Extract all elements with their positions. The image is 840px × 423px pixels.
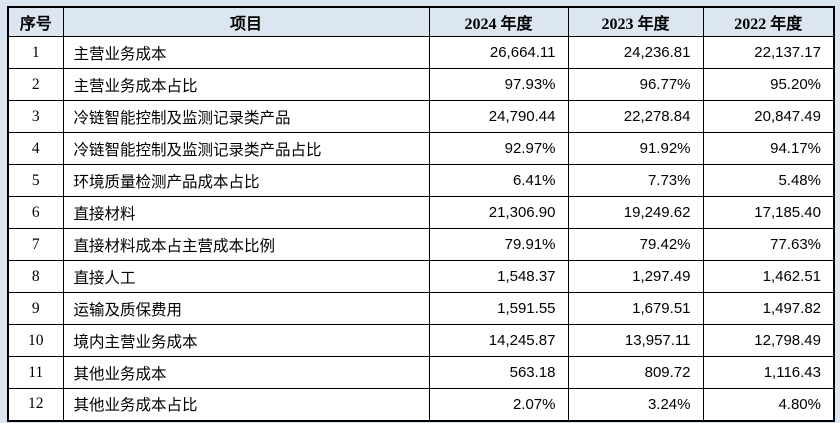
cell-value-2022: 4.80% [702, 388, 835, 421]
table-row: 10 境内主营业务成本 14,245.87 13,957.11 12,798.4… [7, 324, 835, 357]
cell-value-2022: 22,137.17 [702, 36, 835, 69]
cell-value-2023: 7.73% [567, 164, 704, 197]
cost-breakdown-table: 序号 项目 2024 年度 2023 年度 2022 年度 1 主营业务成本 2… [7, 6, 835, 422]
header-cell-item: 项目 [62, 6, 430, 37]
cell-row-number: 3 [7, 100, 64, 133]
cell-value-2023: 13,957.11 [567, 324, 704, 357]
cell-item-name: 主营业务成本占比 [62, 68, 430, 101]
cell-value-2024: 6.41% [428, 164, 569, 197]
table-row: 1 主营业务成本 26,664.11 24,236.81 22,137.17 [7, 36, 835, 69]
cell-value-2024: 1,591.55 [428, 292, 569, 325]
table-row: 2 主营业务成本占比 97.93% 96.77% 95.20% [7, 68, 835, 101]
cell-item-name: 冷链智能控制及监测记录类产品 [62, 100, 430, 133]
table-row: 12 其他业务成本占比 2.07% 3.24% 4.80% [7, 388, 835, 421]
cell-row-number: 11 [7, 356, 64, 389]
table-row: 8 直接人工 1,548.37 1,297.49 1,462.51 [7, 260, 835, 293]
table-row: 11 其他业务成本 563.18 809.72 1,116.43 [7, 356, 835, 389]
cell-value-2022: 1,116.43 [702, 356, 835, 389]
cell-value-2022: 1,462.51 [702, 260, 835, 293]
cell-item-name: 主营业务成本 [62, 36, 430, 69]
cell-item-name: 境内主营业务成本 [62, 324, 430, 357]
cell-value-2024: 24,790.44 [428, 100, 569, 133]
header-cell-no: 序号 [7, 6, 64, 37]
cell-value-2022: 5.48% [702, 164, 835, 197]
cell-value-2023: 24,236.81 [567, 36, 704, 69]
cell-value-2022: 95.20% [702, 68, 835, 101]
table-row: 4 冷链智能控制及监测记录类产品占比 92.97% 91.92% 94.17% [7, 132, 835, 165]
cell-item-name: 环境质量检测产品成本占比 [62, 164, 430, 197]
cell-row-number: 12 [7, 388, 64, 421]
table-row: 7 直接材料成本占主营成本比例 79.91% 79.42% 77.63% [7, 228, 835, 261]
cell-value-2024: 79.91% [428, 228, 569, 261]
cell-value-2024: 14,245.87 [428, 324, 569, 357]
cell-row-number: 8 [7, 260, 64, 293]
table-row: 5 环境质量检测产品成本占比 6.41% 7.73% 5.48% [7, 164, 835, 197]
cell-item-name: 其他业务成本 [62, 356, 430, 389]
cell-row-number: 10 [7, 324, 64, 357]
cell-item-name: 直接人工 [62, 260, 430, 293]
cell-value-2022: 77.63% [702, 228, 835, 261]
cell-value-2023: 79.42% [567, 228, 704, 261]
cell-value-2022: 17,185.40 [702, 196, 835, 229]
table-body: 1 主营业务成本 26,664.11 24,236.81 22,137.17 2… [7, 36, 835, 421]
table-row: 6 直接材料 21,306.90 19,249.62 17,185.40 [7, 196, 835, 229]
table-header-row: 序号 项目 2024 年度 2023 年度 2022 年度 [7, 6, 835, 37]
cell-value-2022: 20,847.49 [702, 100, 835, 133]
cell-value-2024: 1,548.37 [428, 260, 569, 293]
cell-value-2022: 1,497.82 [702, 292, 835, 325]
cell-value-2024: 26,664.11 [428, 36, 569, 69]
header-cell-2022: 2022 年度 [702, 6, 835, 37]
cell-value-2024: 97.93% [428, 68, 569, 101]
cell-row-number: 7 [7, 228, 64, 261]
cell-value-2023: 809.72 [567, 356, 704, 389]
cell-value-2024: 563.18 [428, 356, 569, 389]
cell-row-number: 4 [7, 132, 64, 165]
cell-row-number: 1 [7, 36, 64, 69]
table-row: 9 运输及质保费用 1,591.55 1,679.51 1,497.82 [7, 292, 835, 325]
cell-value-2023: 91.92% [567, 132, 704, 165]
cell-value-2024: 2.07% [428, 388, 569, 421]
cell-item-name: 运输及质保费用 [62, 292, 430, 325]
cell-value-2023: 1,297.49 [567, 260, 704, 293]
cell-item-name: 其他业务成本占比 [62, 388, 430, 421]
cell-value-2022: 12,798.49 [702, 324, 835, 357]
cell-value-2023: 3.24% [567, 388, 704, 421]
cell-row-number: 6 [7, 196, 64, 229]
cell-row-number: 2 [7, 68, 64, 101]
header-cell-2024: 2024 年度 [428, 6, 569, 37]
cell-value-2023: 22,278.84 [567, 100, 704, 133]
cell-row-number: 5 [7, 164, 64, 197]
cell-item-name: 直接材料 [62, 196, 430, 229]
table-row: 3 冷链智能控制及监测记录类产品 24,790.44 22,278.84 20,… [7, 100, 835, 133]
cell-item-name: 直接材料成本占主营成本比例 [62, 228, 430, 261]
cell-value-2023: 1,679.51 [567, 292, 704, 325]
header-cell-2023: 2023 年度 [567, 6, 704, 37]
cell-row-number: 9 [7, 292, 64, 325]
cell-value-2024: 21,306.90 [428, 196, 569, 229]
cell-value-2023: 19,249.62 [567, 196, 704, 229]
cell-value-2022: 94.17% [702, 132, 835, 165]
cell-item-name: 冷链智能控制及监测记录类产品占比 [62, 132, 430, 165]
cell-value-2024: 92.97% [428, 132, 569, 165]
cell-value-2023: 96.77% [567, 68, 704, 101]
